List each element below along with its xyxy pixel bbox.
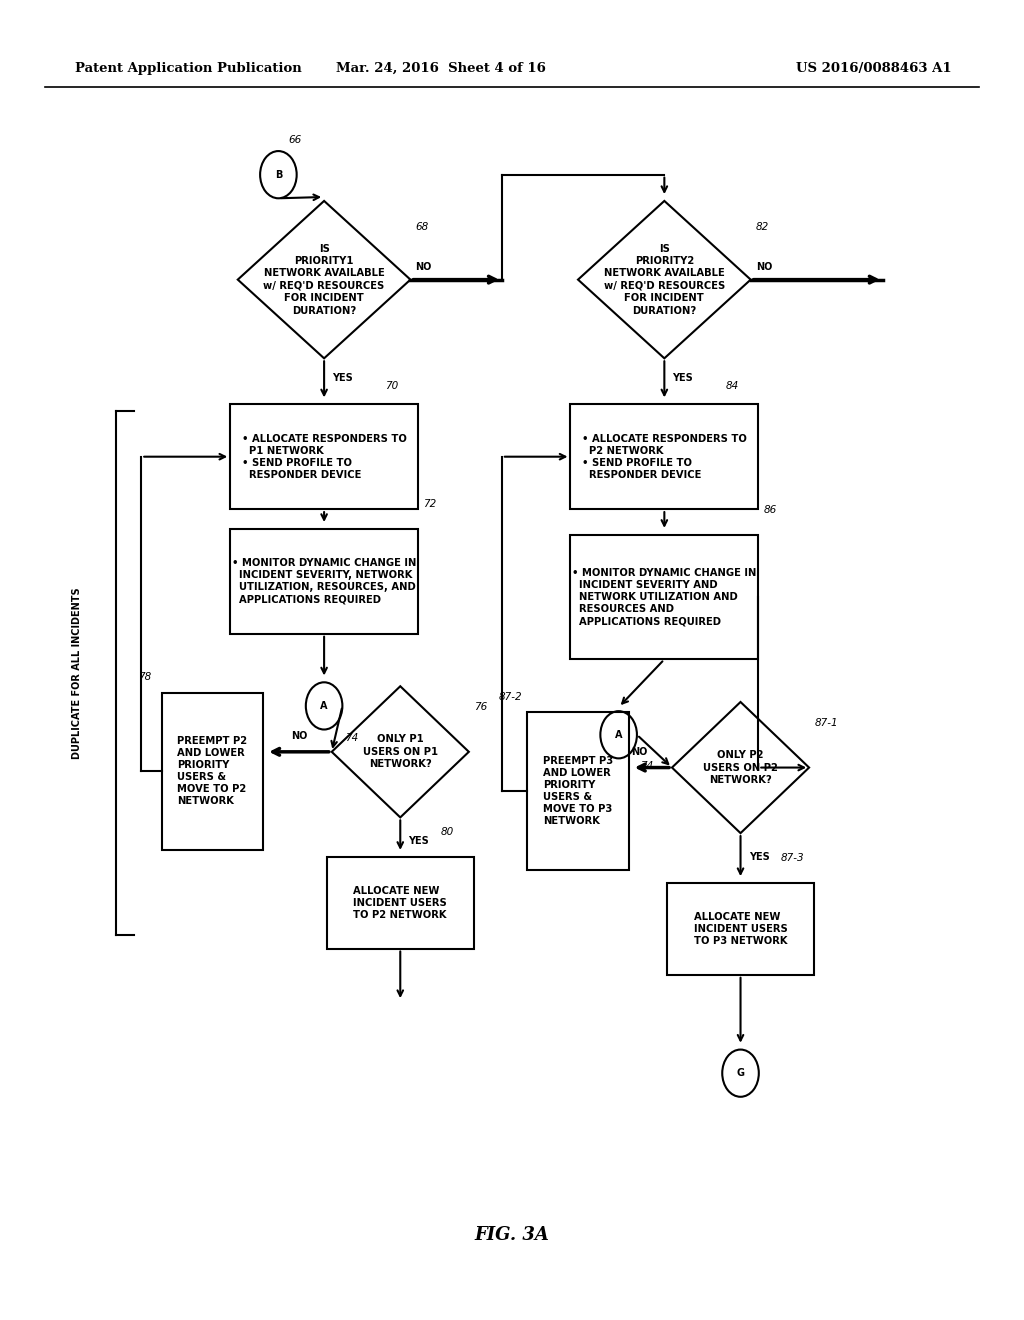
Text: 87-3: 87-3 [781,853,805,863]
Bar [327,857,474,949]
Text: 72: 72 [423,499,436,510]
Text: NO: NO [632,747,648,756]
Bar [162,693,263,850]
Text: US 2016/0088463 A1: US 2016/0088463 A1 [797,62,952,75]
Text: ALLOCATE NEW
INCIDENT USERS
TO P3 NETWORK: ALLOCATE NEW INCIDENT USERS TO P3 NETWOR… [693,912,787,946]
Bar [230,529,418,634]
Text: • MONITOR DYNAMIC CHANGE IN
  INCIDENT SEVERITY AND
  NETWORK UTILIZATION AND
  : • MONITOR DYNAMIC CHANGE IN INCIDENT SEV… [572,568,757,626]
Text: NO: NO [291,731,307,741]
Text: IS
PRIORITY1
NETWORK AVAILABLE
w/ REQ'D RESOURCES
FOR INCIDENT
DURATION?: IS PRIORITY1 NETWORK AVAILABLE w/ REQ'D … [263,244,385,315]
Text: 66: 66 [289,135,302,144]
Text: 86: 86 [763,506,776,515]
Text: YES: YES [332,374,353,383]
Text: DUPLICATE FOR ALL INCIDENTS: DUPLICATE FOR ALL INCIDENTS [73,587,82,759]
Text: B: B [274,170,282,180]
Text: YES: YES [749,851,769,862]
Bar [527,713,629,870]
Text: 74: 74 [640,762,653,771]
Text: • MONITOR DYNAMIC CHANGE IN
  INCIDENT SEVERITY, NETWORK
  UTILIZATION, RESOURCE: • MONITOR DYNAMIC CHANGE IN INCIDENT SEV… [231,558,417,605]
Text: YES: YES [409,836,429,846]
Text: • ALLOCATE RESPONDERS TO
  P1 NETWORK
• SEND PROFILE TO
  RESPONDER DEVICE: • ALLOCATE RESPONDERS TO P1 NETWORK • SE… [242,434,407,479]
Text: ONLY P1
USERS ON P1
NETWORK?: ONLY P1 USERS ON P1 NETWORK? [362,734,438,770]
Text: PREEMPT P3
AND LOWER
PRIORITY
USERS &
MOVE TO P3
NETWORK: PREEMPT P3 AND LOWER PRIORITY USERS & MO… [543,756,613,826]
Text: 68: 68 [416,222,429,232]
Text: YES: YES [673,374,693,383]
Text: 76: 76 [474,702,487,713]
Bar [570,535,759,660]
Text: 78: 78 [138,672,152,682]
Text: Patent Application Publication: Patent Application Publication [75,62,302,75]
Bar [667,883,814,974]
Text: Mar. 24, 2016  Sheet 4 of 16: Mar. 24, 2016 Sheet 4 of 16 [336,62,546,75]
Text: 80: 80 [441,828,455,837]
Text: PREEMPT P2
AND LOWER
PRIORITY
USERS &
MOVE TO P2
NETWORK: PREEMPT P2 AND LOWER PRIORITY USERS & MO… [177,737,248,807]
Text: • ALLOCATE RESPONDERS TO
  P2 NETWORK
• SEND PROFILE TO
  RESPONDER DEVICE: • ALLOCATE RESPONDERS TO P2 NETWORK • SE… [582,434,746,479]
Text: 74: 74 [345,733,358,743]
Text: G: G [736,1068,744,1078]
Text: A: A [614,730,623,739]
Text: 87-1: 87-1 [814,718,838,729]
Text: 87-2: 87-2 [499,692,522,702]
Text: A: A [321,701,328,711]
Text: NO: NO [756,261,772,272]
Text: ALLOCATE NEW
INCIDENT USERS
TO P2 NETWORK: ALLOCATE NEW INCIDENT USERS TO P2 NETWOR… [353,886,447,920]
Text: 84: 84 [725,381,738,391]
Bar [230,404,418,510]
Text: FIG. 3A: FIG. 3A [474,1225,550,1243]
Text: IS
PRIORITY2
NETWORK AVAILABLE
w/ REQ'D RESOURCES
FOR INCIDENT
DURATION?: IS PRIORITY2 NETWORK AVAILABLE w/ REQ'D … [604,244,725,315]
Text: 70: 70 [385,381,398,391]
Text: ONLY P2
USERS ON P2
NETWORK?: ONLY P2 USERS ON P2 NETWORK? [703,750,778,785]
Bar [570,404,759,510]
Text: NO: NO [416,261,432,272]
Text: 82: 82 [756,222,769,232]
